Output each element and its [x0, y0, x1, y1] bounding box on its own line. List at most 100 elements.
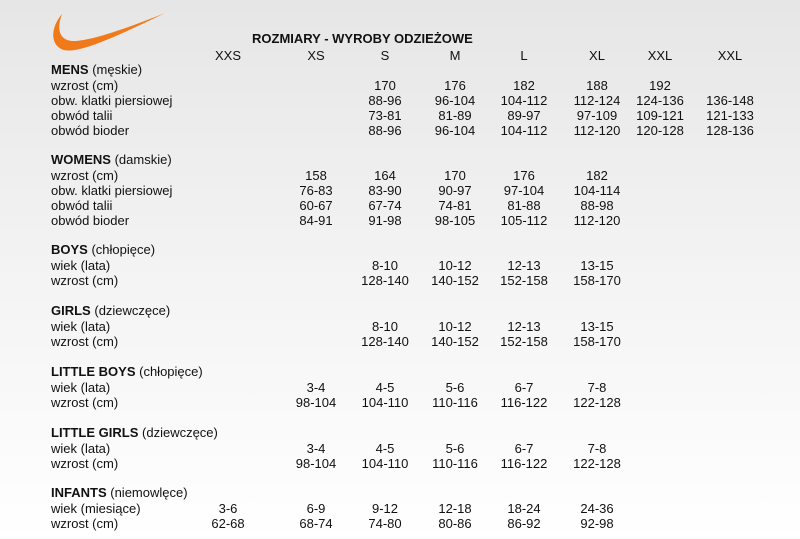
section-subtitle: (męskie) [92, 62, 143, 77]
row-label: obwód bioder [51, 123, 130, 138]
cell-value: 5-6 [445, 380, 465, 395]
section-heading: GIRLS (dziewczęce) [51, 303, 170, 318]
cell-value: 7-8 [587, 441, 607, 456]
cell-value: 105-112 [500, 213, 548, 228]
cell-value: 60-67 [299, 198, 333, 213]
cell-value: 74-80 [368, 516, 402, 531]
cell-value: 98-104 [295, 395, 337, 410]
row-label: wzrost (cm) [51, 78, 119, 93]
row-label: obw. klatki piersiowej [51, 93, 173, 108]
cell-value: 97-109 [576, 108, 618, 123]
cell-value: 73-81 [368, 108, 402, 123]
size-header: XL [589, 48, 605, 63]
size-header: XS [307, 48, 325, 63]
cell-value: 3-6 [218, 501, 238, 516]
cell-value: 81-88 [507, 198, 541, 213]
cell-value: 182 [586, 168, 608, 183]
section-subtitle: (chłopięce) [91, 242, 156, 257]
cell-value: 116-122 [500, 395, 548, 410]
cell-value: 88-96 [368, 123, 402, 138]
cell-value: 96-104 [434, 93, 476, 108]
row-label: obwód bioder [51, 213, 130, 228]
cell-value: 104-114 [573, 183, 621, 198]
cell-value: 62-68 [211, 516, 245, 531]
section-subtitle: (dziewczęce) [94, 303, 171, 318]
cell-value: 96-104 [434, 123, 476, 138]
size-header: S [380, 48, 390, 63]
cell-value: 128-140 [361, 334, 409, 349]
row-label: wiek (miesiące) [51, 501, 141, 516]
cell-value: 104-110 [361, 395, 409, 410]
size-header: XXS [214, 48, 242, 63]
cell-value: 158 [305, 168, 327, 183]
cell-value: 18-24 [507, 501, 541, 516]
cell-value: 140-152 [431, 273, 479, 288]
cell-value: 176 [444, 78, 466, 93]
cell-value: 124-136 [636, 93, 684, 108]
cell-value: 13-15 [580, 319, 614, 334]
cell-value: 6-7 [514, 441, 534, 456]
row-label: wiek (lata) [51, 441, 111, 456]
row-label: wzrost (cm) [51, 168, 119, 183]
section-heading: LITTLE GIRLS (dziewczęce) [51, 425, 218, 440]
section-heading: LITTLE BOYS (chłopięce) [51, 364, 203, 379]
section-subtitle: (niemowlęce) [110, 485, 188, 500]
size-header: M [449, 48, 461, 63]
cell-value: 12-18 [438, 501, 472, 516]
cell-value: 170 [374, 78, 396, 93]
section-heading: WOMENS (damskie) [51, 152, 172, 167]
row-label: obwód talii [51, 198, 113, 213]
cell-value: 12-13 [507, 319, 541, 334]
cell-value: 98-104 [295, 456, 337, 471]
section-subtitle: (damskie) [114, 152, 172, 167]
cell-value: 5-6 [445, 441, 465, 456]
cell-value: 116-122 [500, 456, 548, 471]
cell-value: 128-136 [706, 123, 754, 138]
section-name: LITTLE BOYS [51, 364, 136, 379]
cell-value: 110-116 [432, 395, 478, 410]
cell-value: 128-140 [361, 273, 409, 288]
section-heading: INFANTS (niemowlęce) [51, 485, 188, 500]
row-label: wzrost (cm) [51, 334, 119, 349]
size-header: L [520, 48, 528, 63]
cell-value: 81-89 [438, 108, 472, 123]
cell-value: 152-158 [500, 334, 548, 349]
cell-value: 89-97 [507, 108, 541, 123]
size-header: XXL [717, 48, 743, 63]
cell-value: 152-158 [500, 273, 548, 288]
cell-value: 86-92 [507, 516, 541, 531]
cell-value: 182 [513, 78, 535, 93]
cell-value: 170 [444, 168, 466, 183]
row-label: wiek (lata) [51, 380, 111, 395]
row-label: obwód talii [51, 108, 113, 123]
cell-value: 13-15 [580, 258, 614, 273]
row-label: wzrost (cm) [51, 516, 119, 531]
cell-value: 74-81 [438, 198, 472, 213]
cell-value: 164 [374, 168, 396, 183]
cell-value: 3-4 [306, 380, 326, 395]
cell-value: 122-128 [573, 395, 621, 410]
section-name: GIRLS [51, 303, 91, 318]
cell-value: 192 [649, 78, 671, 93]
cell-value: 6-9 [306, 501, 326, 516]
section-heading: BOYS (chłopięce) [51, 242, 155, 257]
row-label: wzrost (cm) [51, 273, 119, 288]
cell-value: 104-110 [361, 456, 409, 471]
cell-value: 9-12 [371, 501, 399, 516]
section-name: INFANTS [51, 485, 107, 500]
cell-value: 104-112 [500, 123, 548, 138]
cell-value: 104-112 [500, 93, 548, 108]
cell-value: 80-86 [438, 516, 472, 531]
cell-value: 188 [586, 78, 608, 93]
cell-value: 8-10 [371, 258, 399, 273]
row-label: wiek (lata) [51, 258, 111, 273]
section-subtitle: (chłopięce) [139, 364, 203, 379]
cell-value: 120-128 [636, 123, 684, 138]
cell-value: 158-170 [573, 334, 621, 349]
cell-value: 97-104 [503, 183, 545, 198]
cell-value: 112-124 [573, 93, 621, 108]
cell-value: 24-36 [580, 501, 614, 516]
cell-value: 158-170 [573, 273, 621, 288]
cell-value: 122-128 [573, 456, 621, 471]
cell-value: 136-148 [706, 93, 754, 108]
